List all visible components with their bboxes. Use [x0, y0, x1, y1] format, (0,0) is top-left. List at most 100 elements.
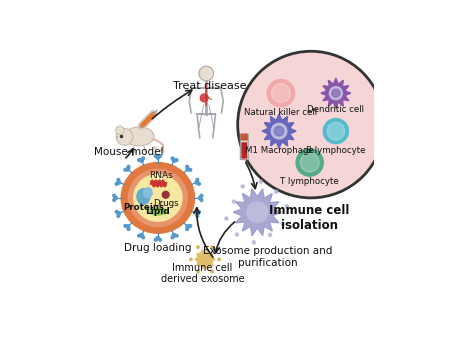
- Circle shape: [232, 200, 236, 203]
- Polygon shape: [321, 78, 351, 108]
- Circle shape: [186, 167, 190, 171]
- Text: Dendritic cell: Dendritic cell: [307, 105, 365, 114]
- Circle shape: [172, 158, 176, 162]
- Circle shape: [296, 149, 323, 176]
- Circle shape: [113, 199, 116, 202]
- Circle shape: [186, 225, 190, 228]
- Text: B lymphocyte: B lymphocyte: [306, 146, 365, 154]
- Circle shape: [186, 228, 189, 231]
- Circle shape: [117, 178, 119, 181]
- Circle shape: [172, 234, 176, 237]
- Circle shape: [259, 180, 263, 183]
- Circle shape: [195, 211, 199, 215]
- Circle shape: [196, 215, 199, 217]
- Circle shape: [271, 123, 287, 139]
- Circle shape: [332, 89, 340, 97]
- Circle shape: [117, 215, 119, 217]
- Circle shape: [171, 236, 174, 239]
- Circle shape: [197, 270, 199, 273]
- Circle shape: [195, 181, 199, 184]
- Polygon shape: [195, 250, 215, 269]
- Circle shape: [117, 211, 120, 215]
- Circle shape: [114, 196, 117, 200]
- Circle shape: [142, 157, 145, 159]
- FancyBboxPatch shape: [241, 134, 248, 140]
- Circle shape: [247, 202, 268, 223]
- Circle shape: [162, 191, 169, 198]
- Circle shape: [269, 233, 272, 236]
- Circle shape: [327, 122, 345, 140]
- Circle shape: [236, 233, 238, 236]
- Circle shape: [275, 190, 278, 193]
- Text: RNAs: RNAs: [149, 171, 173, 180]
- Circle shape: [127, 165, 130, 168]
- Text: Drugs: Drugs: [153, 200, 179, 208]
- Circle shape: [267, 80, 294, 107]
- Ellipse shape: [148, 207, 167, 216]
- Circle shape: [140, 234, 144, 237]
- Text: Mouse model: Mouse model: [93, 147, 163, 157]
- Circle shape: [211, 246, 213, 249]
- Circle shape: [124, 225, 127, 227]
- Circle shape: [138, 234, 140, 237]
- Circle shape: [189, 225, 191, 227]
- Text: Natural killer cell: Natural killer cell: [244, 107, 318, 117]
- Ellipse shape: [128, 169, 188, 227]
- Circle shape: [329, 87, 342, 100]
- Circle shape: [196, 178, 199, 181]
- Circle shape: [218, 258, 220, 261]
- Circle shape: [142, 236, 145, 239]
- Circle shape: [198, 183, 201, 185]
- Circle shape: [126, 167, 130, 171]
- Circle shape: [113, 194, 116, 197]
- Circle shape: [175, 234, 178, 237]
- Ellipse shape: [136, 188, 151, 205]
- Ellipse shape: [121, 163, 194, 233]
- Circle shape: [252, 241, 255, 244]
- Ellipse shape: [124, 127, 154, 146]
- Circle shape: [271, 84, 291, 103]
- Text: Exosome production and
purification: Exosome production and purification: [203, 246, 332, 268]
- Circle shape: [200, 199, 203, 202]
- Circle shape: [154, 238, 157, 241]
- Circle shape: [200, 194, 203, 197]
- Circle shape: [154, 155, 157, 157]
- Circle shape: [281, 222, 284, 225]
- Circle shape: [156, 155, 160, 159]
- Text: Proteins: Proteins: [124, 203, 165, 212]
- Circle shape: [323, 119, 348, 144]
- Circle shape: [115, 183, 118, 185]
- Circle shape: [198, 210, 201, 213]
- Circle shape: [211, 270, 213, 273]
- Circle shape: [140, 158, 144, 162]
- Ellipse shape: [133, 174, 182, 222]
- Circle shape: [116, 126, 124, 135]
- FancyBboxPatch shape: [240, 134, 248, 160]
- Circle shape: [199, 196, 202, 200]
- Circle shape: [159, 155, 162, 157]
- Text: Immune cell
derived exosome: Immune cell derived exosome: [161, 263, 244, 284]
- Circle shape: [115, 210, 118, 213]
- Circle shape: [138, 159, 140, 161]
- Ellipse shape: [143, 187, 153, 198]
- Text: Immune cell
isolation: Immune cell isolation: [270, 204, 350, 233]
- Circle shape: [285, 205, 289, 208]
- Circle shape: [186, 165, 189, 168]
- Circle shape: [116, 129, 133, 145]
- Circle shape: [127, 228, 130, 231]
- Polygon shape: [233, 189, 282, 236]
- Circle shape: [190, 258, 192, 261]
- Circle shape: [199, 66, 214, 81]
- Circle shape: [189, 169, 191, 171]
- Text: Drug loading: Drug loading: [124, 243, 191, 253]
- Circle shape: [200, 94, 208, 102]
- Polygon shape: [262, 114, 296, 148]
- Circle shape: [171, 157, 174, 159]
- Circle shape: [274, 126, 284, 136]
- FancyBboxPatch shape: [241, 142, 247, 158]
- Circle shape: [159, 238, 162, 241]
- Circle shape: [225, 217, 228, 220]
- Circle shape: [117, 181, 120, 184]
- Circle shape: [197, 251, 213, 268]
- Circle shape: [197, 246, 199, 249]
